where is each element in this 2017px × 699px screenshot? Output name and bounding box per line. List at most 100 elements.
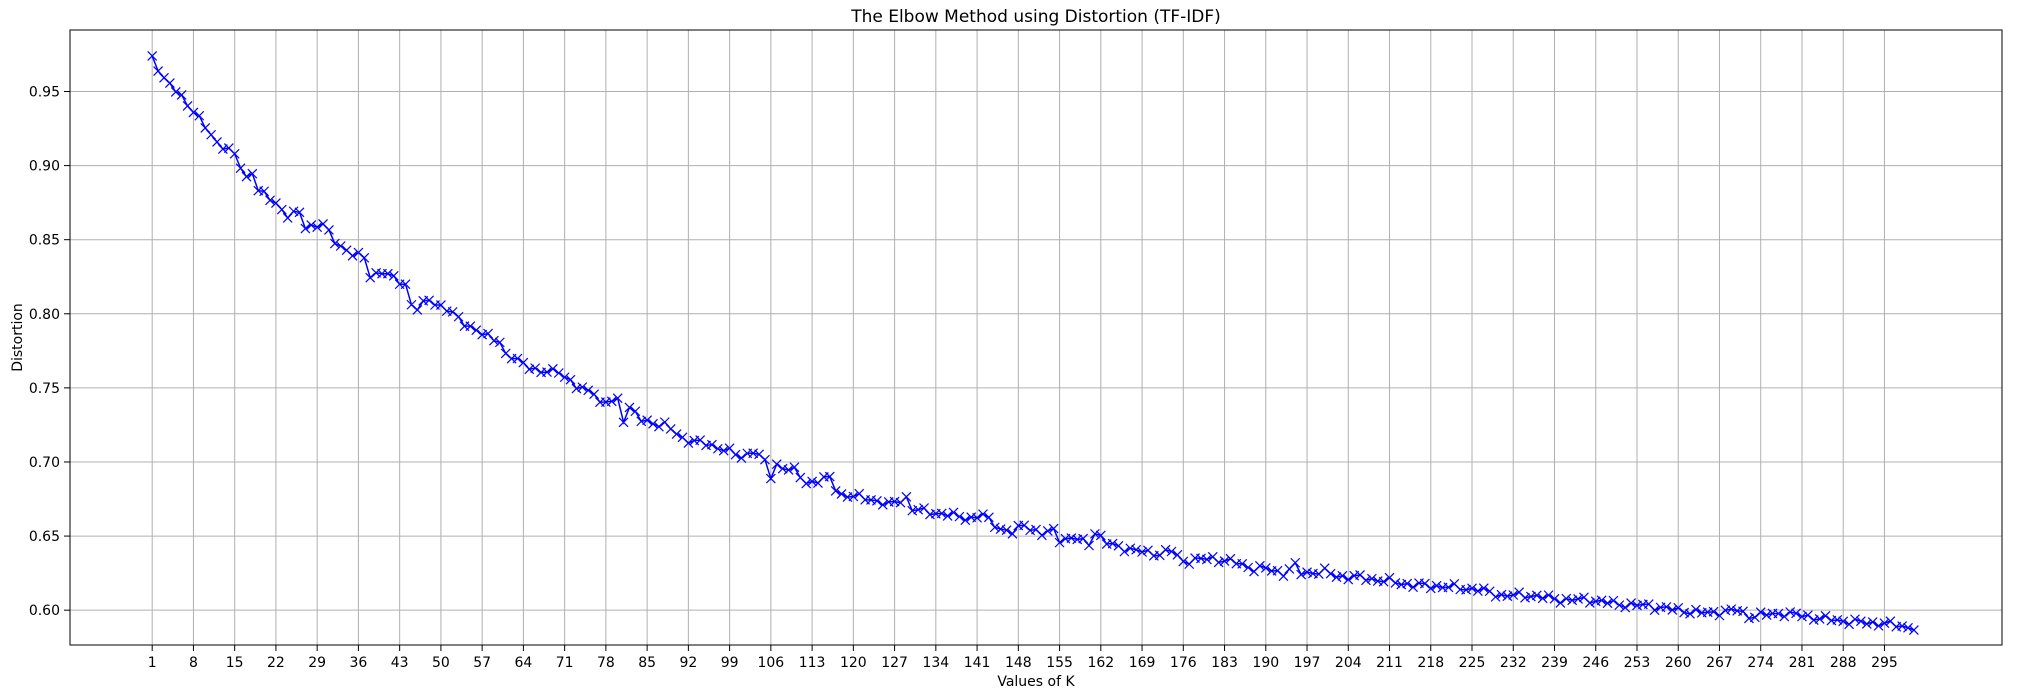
marker-stroke [359, 252, 370, 263]
marker-stroke [1537, 593, 1548, 604]
data-point-marker [1679, 607, 1690, 618]
marker-stroke [471, 325, 482, 336]
marker-stroke [848, 491, 859, 502]
data-point-marker [294, 207, 305, 218]
data-point-marker [229, 148, 240, 159]
data-point-marker [630, 406, 641, 417]
data-point-marker [494, 337, 505, 348]
data-point-marker [1201, 554, 1212, 565]
marker-stroke [388, 270, 399, 281]
marker-stroke [371, 267, 382, 278]
marker-stroke [241, 171, 252, 182]
data-point-marker [565, 374, 576, 385]
data-point-marker [1802, 610, 1813, 621]
marker-stroke [724, 443, 735, 454]
marker-stroke [1443, 582, 1454, 593]
marker-stroke [1549, 593, 1560, 604]
x-tick-label: 36 [350, 655, 368, 671]
marker-stroke [854, 488, 865, 499]
marker-stroke [465, 321, 476, 332]
marker-stroke [1461, 584, 1472, 595]
data-point-marker [306, 220, 317, 231]
data-point-marker [1243, 562, 1254, 573]
data-point-marker [1543, 590, 1554, 601]
data-point-marker [276, 204, 287, 215]
data-point-marker [1408, 582, 1419, 593]
marker-stroke [1531, 590, 1542, 601]
data-point-marker [948, 507, 959, 518]
marker-stroke [1196, 553, 1206, 564]
marker-stroke [1838, 616, 1849, 627]
marker-stroke [1596, 595, 1607, 606]
marker-stroke [542, 367, 552, 378]
x-tick-label: 197 [1294, 655, 1321, 671]
series-distortion [147, 51, 1919, 635]
marker-stroke [712, 443, 723, 454]
data-point-marker [736, 453, 747, 464]
data-point-marker [1461, 584, 1472, 595]
data-point-marker [1042, 525, 1053, 536]
data-point-marker [748, 448, 759, 459]
data-point-marker [936, 508, 947, 519]
data-point-marker [1614, 600, 1625, 611]
marker-stroke [147, 51, 158, 61]
marker-stroke [1408, 582, 1419, 593]
y-tick-label: 0.95 [29, 85, 60, 101]
data-point-marker [1685, 608, 1695, 619]
data-point-marker [1903, 622, 1913, 633]
data-point-marker [1366, 573, 1377, 584]
data-point-marker [530, 363, 541, 374]
data-point-marker [1478, 583, 1489, 594]
marker-stroke [1054, 537, 1065, 548]
marker-stroke [978, 509, 988, 520]
marker-stroke [1738, 606, 1748, 617]
data-point-marker [147, 51, 158, 61]
marker-stroke [1508, 590, 1519, 600]
data-point-marker [960, 515, 971, 526]
marker-stroke [1567, 595, 1578, 606]
marker-stroke [447, 306, 458, 317]
y-tick-label: 0.65 [29, 529, 60, 545]
data-point-marker [1761, 610, 1772, 621]
marker-stroke [1290, 557, 1301, 568]
data-point-marker [1078, 533, 1089, 544]
marker-stroke [1066, 533, 1077, 543]
data-point-marker [1089, 528, 1100, 539]
marker-stroke [901, 491, 912, 502]
data-point-marker [954, 511, 965, 522]
marker-stroke [630, 406, 641, 417]
data-point-marker [1225, 553, 1236, 564]
y-tick-label: 0.80 [29, 307, 60, 323]
marker-stroke [866, 495, 876, 505]
x-tick-label: 99 [721, 655, 739, 671]
plot-frame [69, 29, 2003, 646]
marker-stroke [1785, 607, 1796, 617]
marker-stroke [365, 272, 376, 283]
marker-stroke [1478, 583, 1489, 594]
data-point-marker [235, 163, 246, 174]
data-point-marker [830, 485, 841, 496]
marker-stroke [577, 382, 588, 393]
marker-stroke [1178, 556, 1189, 567]
marker-stroke [1366, 573, 1377, 584]
marker-stroke [612, 393, 623, 404]
marker-stroke [341, 245, 352, 256]
data-point-marker [848, 491, 859, 502]
data-point-marker [1620, 602, 1631, 613]
marker-stroke [1296, 569, 1307, 580]
marker-stroke [300, 223, 311, 234]
data-point-marker [200, 123, 211, 133]
data-point-marker [1290, 557, 1301, 568]
data-point-marker [247, 168, 258, 179]
data-point-marker [382, 268, 393, 279]
x-tick-label: 253 [1624, 655, 1651, 671]
marker-stroke [1649, 605, 1660, 616]
data-point-marker [1131, 544, 1142, 555]
data-point-marker [465, 321, 476, 332]
y-tick-label: 0.60 [29, 603, 60, 619]
marker-stroke [1626, 598, 1637, 608]
data-point-marker [1331, 572, 1342, 583]
data-point-marker [807, 476, 818, 487]
data-point-marker [1036, 530, 1047, 541]
marker-stroke [477, 329, 488, 340]
